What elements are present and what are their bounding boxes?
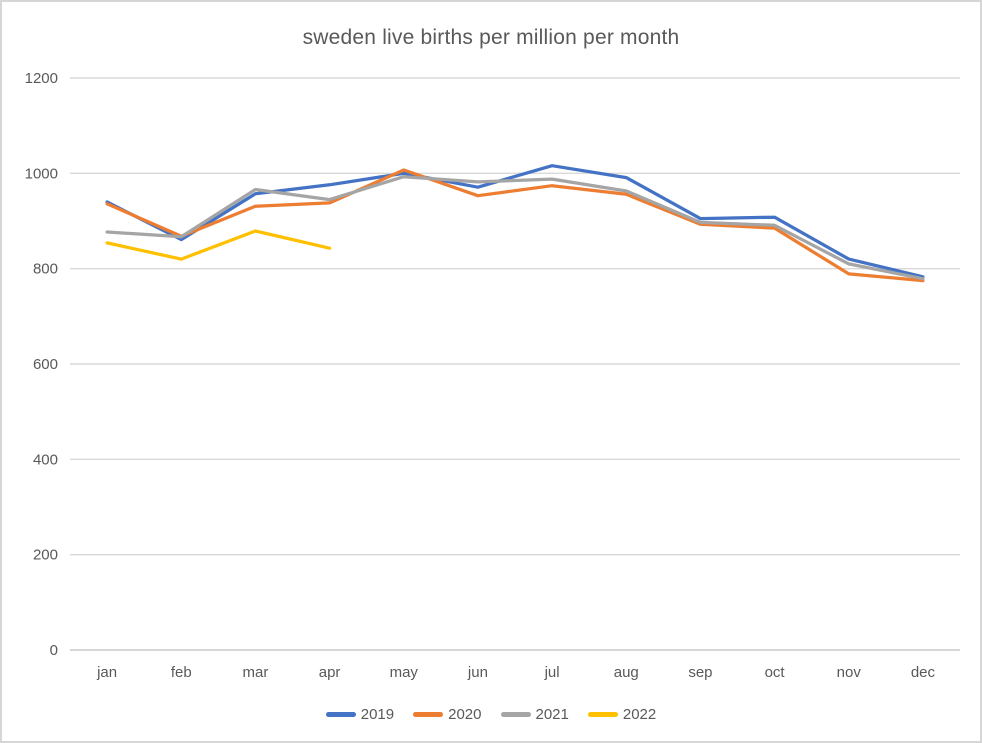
x-tick-label-aug: aug <box>614 664 639 681</box>
y-tick-label-0: 0 <box>50 642 58 659</box>
x-tick-label-mar: mar <box>242 664 268 681</box>
legend-swatch-2021 <box>500 712 531 717</box>
legend-label-2020: 2020 <box>448 706 482 723</box>
x-tick-label-jul: jul <box>544 664 560 681</box>
y-tick-label-600: 600 <box>33 356 58 373</box>
x-tick-label-jun: jun <box>467 664 488 681</box>
series-line-2020 <box>105 168 925 283</box>
x-tick-label-sep: sep <box>688 664 712 681</box>
legend-label-2021: 2021 <box>535 706 569 723</box>
series-line-2021 <box>105 175 925 281</box>
x-tick-label-oct: oct <box>765 664 786 681</box>
legend-label-2022: 2022 <box>622 706 657 723</box>
series-line-2022 <box>105 229 332 261</box>
legend-item-2020: 2020 <box>413 706 482 723</box>
legend: 2019 2020 2021 2022 <box>2 706 980 723</box>
y-tick-label-200: 200 <box>33 547 58 564</box>
y-tick-label-1200: 1200 <box>25 70 58 87</box>
y-tick-label-1000: 1000 <box>25 165 58 182</box>
series-line-2019 <box>105 164 925 279</box>
x-tick-label-jan: jan <box>96 664 117 681</box>
y-tick-label-800: 800 <box>33 261 58 278</box>
legend-item-2022: 2022 <box>587 706 657 723</box>
x-tick-label-dec: dec <box>911 664 936 681</box>
y-tick-label-400: 400 <box>33 451 58 468</box>
x-tick-label-may: may <box>390 664 419 681</box>
chart-title: sweden live births per million per month <box>302 26 680 49</box>
x-tick-label-apr: apr <box>319 664 341 681</box>
legend-swatch-2019 <box>325 712 356 717</box>
legend-swatch-2020 <box>413 712 444 717</box>
legend-label-2019: 2019 <box>360 706 395 723</box>
legend-swatch-2022 <box>587 712 618 717</box>
legend-item-2021: 2021 <box>500 706 569 723</box>
x-tick-label-feb: feb <box>171 664 192 681</box>
legend-item-2019: 2019 <box>325 706 395 723</box>
x-tick-label-nov: nov <box>837 664 862 681</box>
